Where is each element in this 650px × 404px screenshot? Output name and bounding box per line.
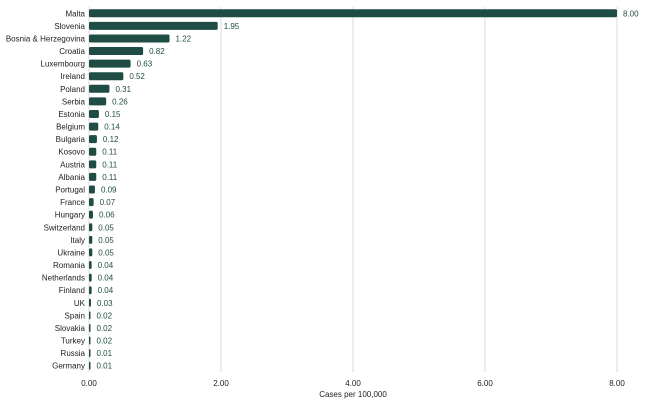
category-label-luxembourg: Luxembourg [41, 60, 85, 69]
bar-russia [89, 349, 91, 358]
x-tick-label: 2.00 [213, 379, 229, 388]
value-label-kosovo: 0.11 [102, 148, 118, 157]
category-label-switzerland: Switzerland [44, 223, 85, 232]
value-label-malta: 8.00 [623, 9, 639, 18]
bar-spain [89, 311, 91, 320]
bar-slovenia [89, 21, 218, 30]
value-label-ireland: 0.52 [129, 72, 145, 81]
category-label-bosnia-and-herzegovina: Bosnia & Herzegovina [6, 34, 86, 43]
category-label-turkey: Turkey [61, 337, 85, 346]
category-label-belgium: Belgium [56, 123, 85, 132]
value-label-portugal: 0.09 [101, 186, 117, 195]
category-label-slovakia: Slovakia [55, 324, 86, 333]
bar-ireland [89, 72, 124, 81]
bar-uk [89, 298, 91, 307]
bar-slovakia [89, 323, 91, 332]
value-label-turkey: 0.02 [97, 337, 113, 346]
category-labels: Malta Slovenia Bosnia & Herzegovina Croatia… [6, 9, 86, 370]
x-tick-label: 8.00 [609, 379, 625, 388]
value-label-estonia: 0.15 [105, 110, 121, 119]
bar-netherlands [89, 273, 92, 282]
bar-belgium [89, 122, 99, 131]
category-label-netherlands: Netherlands [42, 274, 85, 283]
category-label-germany: Germany [52, 362, 85, 371]
bar-france [89, 198, 94, 207]
category-label-croatia: Croatia [59, 47, 85, 56]
grid-lines [88, 7, 618, 372]
bar-croatia [89, 47, 144, 56]
bar-bulgaria [89, 135, 97, 144]
category-label-hungary: Hungary [55, 211, 85, 220]
value-label-luxembourg: 0.63 [137, 60, 153, 69]
value-labels: 8.00 1.95 1.22 0.82 0.63 0.52 0.31 0.26 0.15 0.14… [97, 9, 640, 370]
bar-bosnia-and-herzegovina [89, 34, 170, 43]
value-label-hungary: 0.06 [99, 211, 115, 220]
value-label-romania: 0.04 [98, 261, 114, 270]
value-label-ukraine: 0.05 [98, 248, 114, 257]
x-axis-ticks: 0.00 2.00 4.00 6.00 8.00 [81, 379, 625, 388]
value-label-italy: 0.05 [98, 236, 114, 245]
value-label-germany: 0.01 [97, 362, 113, 371]
bar-estonia [89, 109, 99, 118]
category-label-russia: Russia [61, 349, 86, 358]
category-label-bulgaria: Bulgaria [56, 135, 86, 144]
value-label-slovenia: 1.95 [224, 22, 240, 31]
x-axis-title: Cases per 100,000 [319, 390, 387, 399]
value-label-bosnia-and-herzegovina: 1.22 [176, 34, 192, 43]
value-label-belgium: 0.14 [104, 123, 120, 132]
bar-austria [89, 160, 97, 169]
value-label-slovakia: 0.02 [97, 324, 113, 333]
category-label-spain: Spain [65, 311, 85, 320]
category-label-finland: Finland [59, 286, 85, 295]
category-label-kosovo: Kosovo [58, 148, 85, 157]
category-label-uk: UK [74, 299, 86, 308]
bar-albania [89, 172, 97, 181]
bar-poland [89, 84, 110, 93]
value-label-austria: 0.11 [102, 160, 118, 169]
bar-serbia [89, 97, 107, 106]
category-label-slovenia: Slovenia [54, 22, 85, 31]
bar-turkey [89, 336, 91, 345]
bar-romania [89, 261, 92, 270]
bar-portugal [89, 185, 95, 194]
x-tick-label: 0.00 [81, 379, 97, 388]
category-label-estonia: Estonia [58, 110, 85, 119]
bar-ukraine [89, 248, 93, 257]
bar-kosovo [89, 147, 97, 156]
bar-switzerland [89, 223, 93, 232]
category-label-malta: Malta [65, 9, 85, 18]
value-label-spain: 0.02 [97, 311, 113, 320]
bar-finland [89, 286, 92, 295]
value-label-france: 0.07 [100, 198, 116, 207]
category-label-austria: Austria [60, 160, 85, 169]
value-label-russia: 0.01 [97, 349, 113, 358]
value-label-uk: 0.03 [97, 299, 113, 308]
value-label-switzerland: 0.05 [98, 223, 114, 232]
value-label-serbia: 0.26 [112, 97, 128, 106]
category-label-romania: Romania [53, 261, 86, 270]
value-label-albania: 0.11 [102, 173, 118, 182]
value-label-poland: 0.31 [115, 85, 131, 94]
value-label-netherlands: 0.04 [98, 274, 114, 283]
bar-luxembourg [89, 59, 131, 68]
value-label-bulgaria: 0.12 [103, 135, 119, 144]
bar-hungary [89, 210, 93, 219]
category-label-france: France [60, 198, 85, 207]
bar-italy [89, 235, 93, 244]
bar-malta [89, 9, 617, 18]
category-label-ireland: Ireland [61, 72, 85, 81]
category-label-poland: Poland [60, 85, 85, 94]
category-label-italy: Italy [70, 236, 85, 245]
category-label-ukraine: Ukraine [57, 248, 85, 257]
x-tick-label: 6.00 [477, 379, 493, 388]
bar-germany [89, 361, 91, 370]
category-label-portugal: Portugal [55, 186, 85, 195]
category-label-serbia: Serbia [62, 97, 86, 106]
value-label-croatia: 0.82 [149, 47, 165, 56]
x-tick-label: 4.00 [345, 379, 361, 388]
bars [89, 9, 617, 370]
value-label-finland: 0.04 [98, 286, 114, 295]
category-label-albania: Albania [58, 173, 85, 182]
